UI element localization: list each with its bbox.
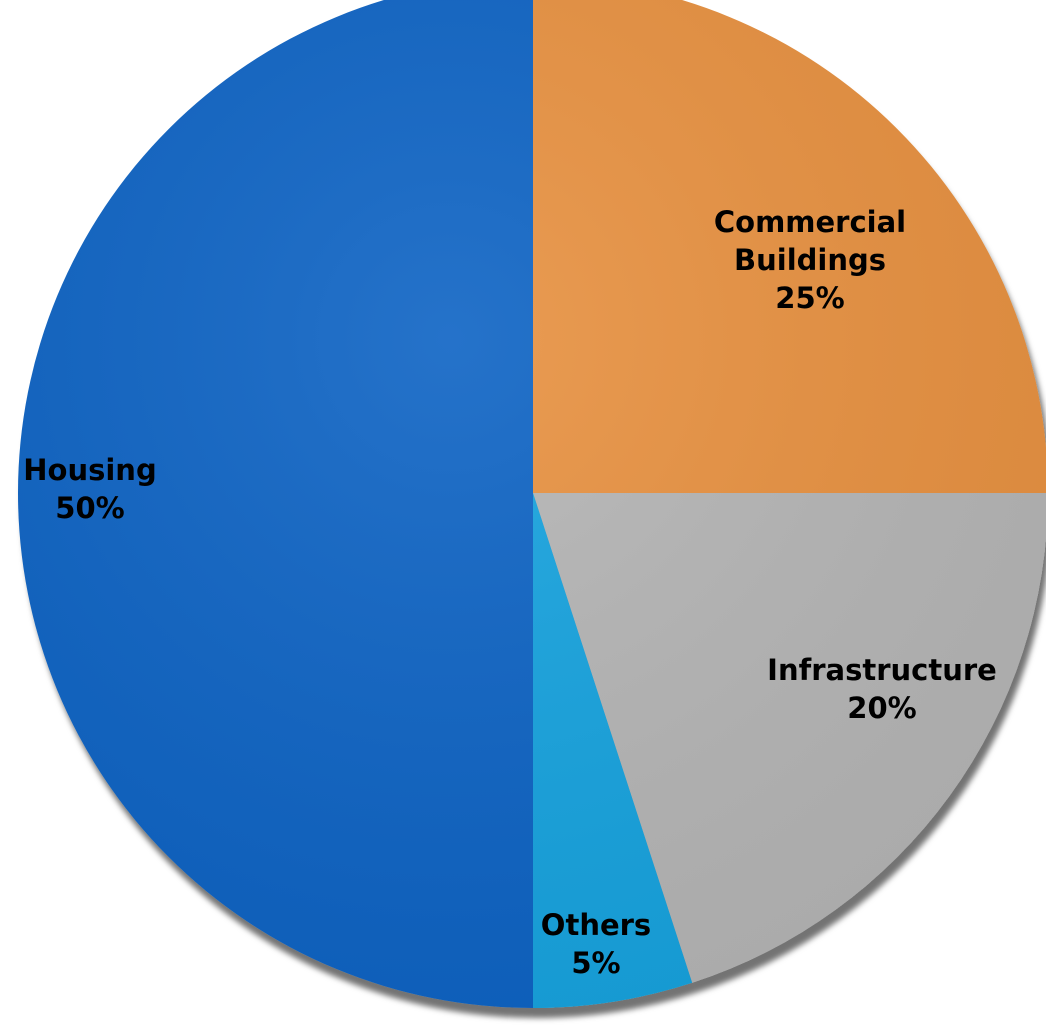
pie-sheen (18, 0, 1046, 1008)
pie-label-others: Others 5% (541, 908, 651, 980)
pie-label-infrastructure: Infrastructure 20% (767, 653, 997, 725)
pie-sheen-circle (18, 0, 1046, 1008)
pie-value-label: 20% (847, 691, 916, 725)
pie-category-label: Commercial (714, 205, 906, 239)
pie-value-label: 5% (571, 946, 620, 980)
pie-category-label: Others (541, 908, 651, 942)
pie-value-label: 50% (55, 491, 124, 525)
pie-category-label: Infrastructure (767, 653, 997, 687)
pie-value-label: 25% (775, 281, 844, 315)
pie-category-label: Buildings (734, 243, 886, 277)
pie-label-housing: Housing 50% (23, 453, 156, 525)
pie-label-commercial-buildings: Commercial Buildings 25% (714, 205, 906, 315)
pie-labels: Commercial Buildings 25% Infrastructure 20% O… (23, 205, 997, 980)
pie-category-label: Housing (23, 453, 156, 487)
